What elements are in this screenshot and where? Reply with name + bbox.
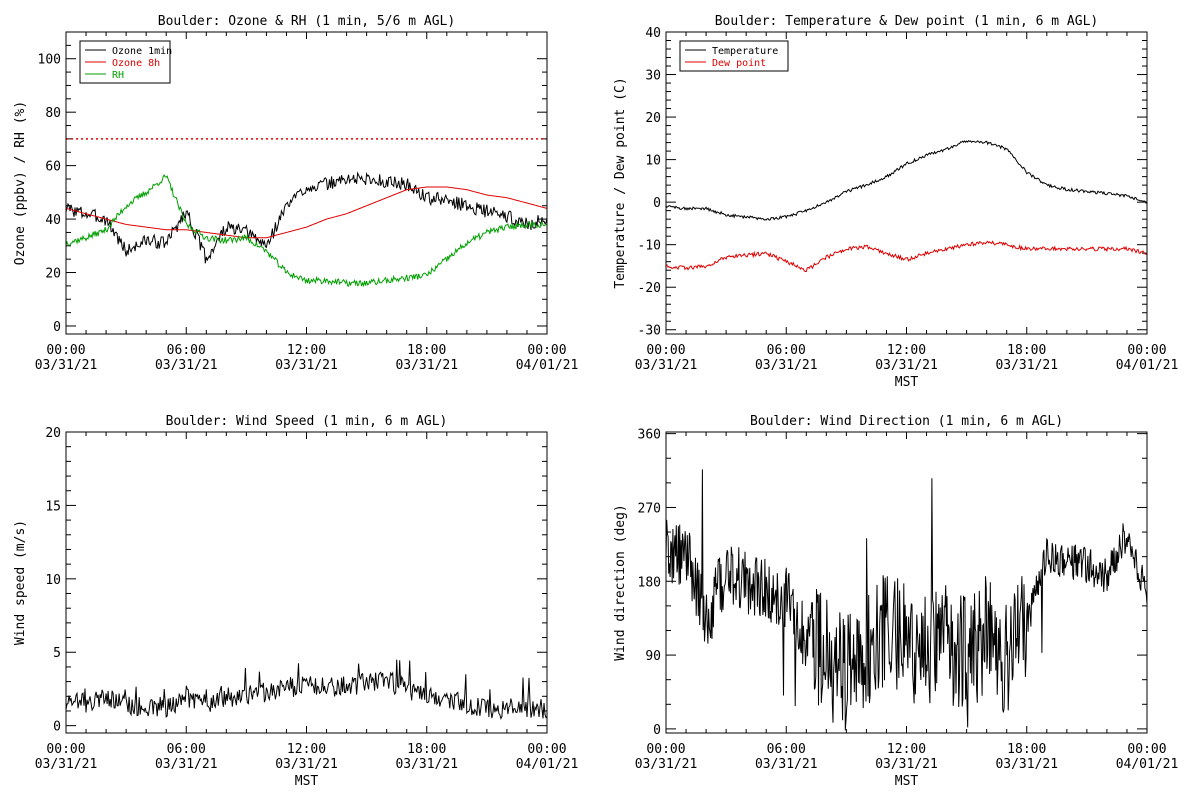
x-tick-date-label: 03/31/21 — [635, 757, 698, 772]
y-tick-label: 60 — [45, 160, 61, 175]
series-line-temperature — [665, 140, 1148, 221]
x-tick-date-label: 03/31/21 — [875, 358, 938, 373]
y-axis-label: Temperature / Dew point (C) — [613, 77, 628, 288]
y-axis-label: Wind direction (deg) — [613, 504, 628, 661]
y-tick-label: -10 — [638, 239, 661, 254]
y-tick-label: 40 — [645, 26, 661, 41]
x-tick-label: 18:00 — [1007, 343, 1046, 358]
x-tick-date-label: 04/01/21 — [1116, 757, 1179, 772]
y-tick-label: 270 — [638, 501, 661, 516]
series-line-chart-2 — [65, 659, 548, 720]
chart-title: Boulder: Temperature & Dew point (1 min,… — [715, 14, 1099, 29]
y-tick-label: 360 — [638, 428, 661, 443]
x-tick-label: 06:00 — [167, 742, 206, 757]
y-tick-label: 0 — [53, 320, 61, 335]
y-tick-label: -20 — [638, 281, 661, 296]
y-tick-label: 0 — [653, 723, 661, 738]
x-tick-label: 00:00 — [46, 742, 85, 757]
x-tick-label: 12:00 — [887, 742, 926, 757]
y-tick-label: -30 — [638, 324, 661, 339]
y-tick-label: 100 — [38, 53, 61, 68]
x-tick-date-label: 04/01/21 — [516, 358, 579, 373]
x-tick-label: 06:00 — [167, 343, 206, 358]
x-axis-label: MST — [295, 774, 319, 789]
legend-label: Dew point — [712, 58, 766, 69]
x-tick-date-label: 03/31/21 — [635, 358, 698, 373]
legend-label: Ozone 1min — [112, 46, 172, 57]
y-axis-label: Wind speed (m/s) — [13, 520, 28, 645]
x-tick-date-label: 03/31/21 — [995, 757, 1058, 772]
x-tick-date-label: 03/31/21 — [275, 757, 338, 772]
x-tick-date-label: 03/31/21 — [275, 358, 338, 373]
x-tick-date-label: 03/31/21 — [395, 358, 458, 373]
y-tick-label: 20 — [45, 267, 61, 282]
x-tick-label: 06:00 — [767, 343, 806, 358]
y-tick-label: 10 — [45, 573, 61, 588]
y-tick-label: 15 — [45, 499, 61, 514]
x-tick-label: 12:00 — [887, 343, 926, 358]
x-tick-label: 00:00 — [646, 343, 685, 358]
plot-frame — [65, 431, 548, 734]
x-tick-date-label: 03/31/21 — [155, 757, 218, 772]
x-tick-date-label: 04/01/21 — [1116, 358, 1179, 373]
y-tick-label: 0 — [53, 720, 61, 735]
x-tick-date-label: 03/31/21 — [155, 358, 218, 373]
x-tick-date-label: 03/31/21 — [755, 358, 818, 373]
x-tick-label: 12:00 — [287, 343, 326, 358]
plot-frame — [665, 31, 1148, 335]
series-line-chart-3 — [665, 469, 1148, 731]
x-tick-date-label: 03/31/21 — [995, 358, 1058, 373]
x-tick-label: 18:00 — [407, 343, 446, 358]
x-tick-date-label: 04/01/21 — [516, 757, 579, 772]
x-tick-label: 12:00 — [287, 742, 326, 757]
legend-label: RH — [112, 70, 124, 81]
y-axis-label: Ozone (ppbv) / RH (%) — [13, 101, 28, 265]
legend-label: Ozone 8h — [112, 58, 160, 69]
series-line-rh — [65, 174, 548, 288]
x-tick-label: 00:00 — [527, 343, 566, 358]
x-tick-date-label: 03/31/21 — [875, 757, 938, 772]
plot-frame — [65, 31, 548, 335]
x-tick-label: 18:00 — [407, 742, 446, 757]
y-tick-label: 30 — [645, 69, 661, 84]
x-tick-date-label: 03/31/21 — [395, 757, 458, 772]
x-tick-label: 00:00 — [527, 742, 566, 757]
y-tick-label: 0 — [653, 196, 661, 211]
chart-title: Boulder: Wind Speed (1 min, 6 m AGL) — [166, 414, 448, 429]
series-line-dew-point — [665, 240, 1147, 272]
x-axis-label: MST — [895, 774, 919, 789]
x-tick-date-label: 03/31/21 — [35, 358, 98, 373]
y-tick-label: 20 — [645, 111, 661, 126]
legend-label: Temperature — [712, 46, 778, 57]
y-tick-label: 5 — [53, 646, 61, 661]
x-tick-date-label: 03/31/21 — [755, 757, 818, 772]
x-tick-label: 00:00 — [1127, 742, 1166, 757]
series-line-ozone-1min — [65, 171, 548, 264]
x-tick-label: 06:00 — [767, 742, 806, 757]
x-axis-label: MST — [895, 375, 919, 390]
x-tick-date-label: 03/31/21 — [35, 757, 98, 772]
y-tick-label: 90 — [645, 649, 661, 664]
x-tick-label: 00:00 — [646, 742, 685, 757]
y-tick-label: 180 — [638, 575, 661, 590]
x-tick-label: 00:00 — [46, 343, 85, 358]
y-tick-label: 40 — [45, 213, 61, 228]
plot-frame — [665, 431, 1148, 734]
chart-title: Boulder: Ozone & RH (1 min, 5/6 m AGL) — [158, 14, 455, 29]
x-tick-label: 18:00 — [1007, 742, 1046, 757]
x-tick-label: 00:00 — [1127, 343, 1166, 358]
legend-box — [679, 40, 789, 72]
y-tick-label: 80 — [45, 106, 61, 121]
chart-title: Boulder: Wind Direction (1 min, 6 m AGL) — [750, 414, 1063, 429]
series-line-ozone-8h — [65, 186, 548, 239]
y-tick-label: 20 — [45, 426, 61, 441]
y-tick-label: 10 — [645, 154, 661, 169]
